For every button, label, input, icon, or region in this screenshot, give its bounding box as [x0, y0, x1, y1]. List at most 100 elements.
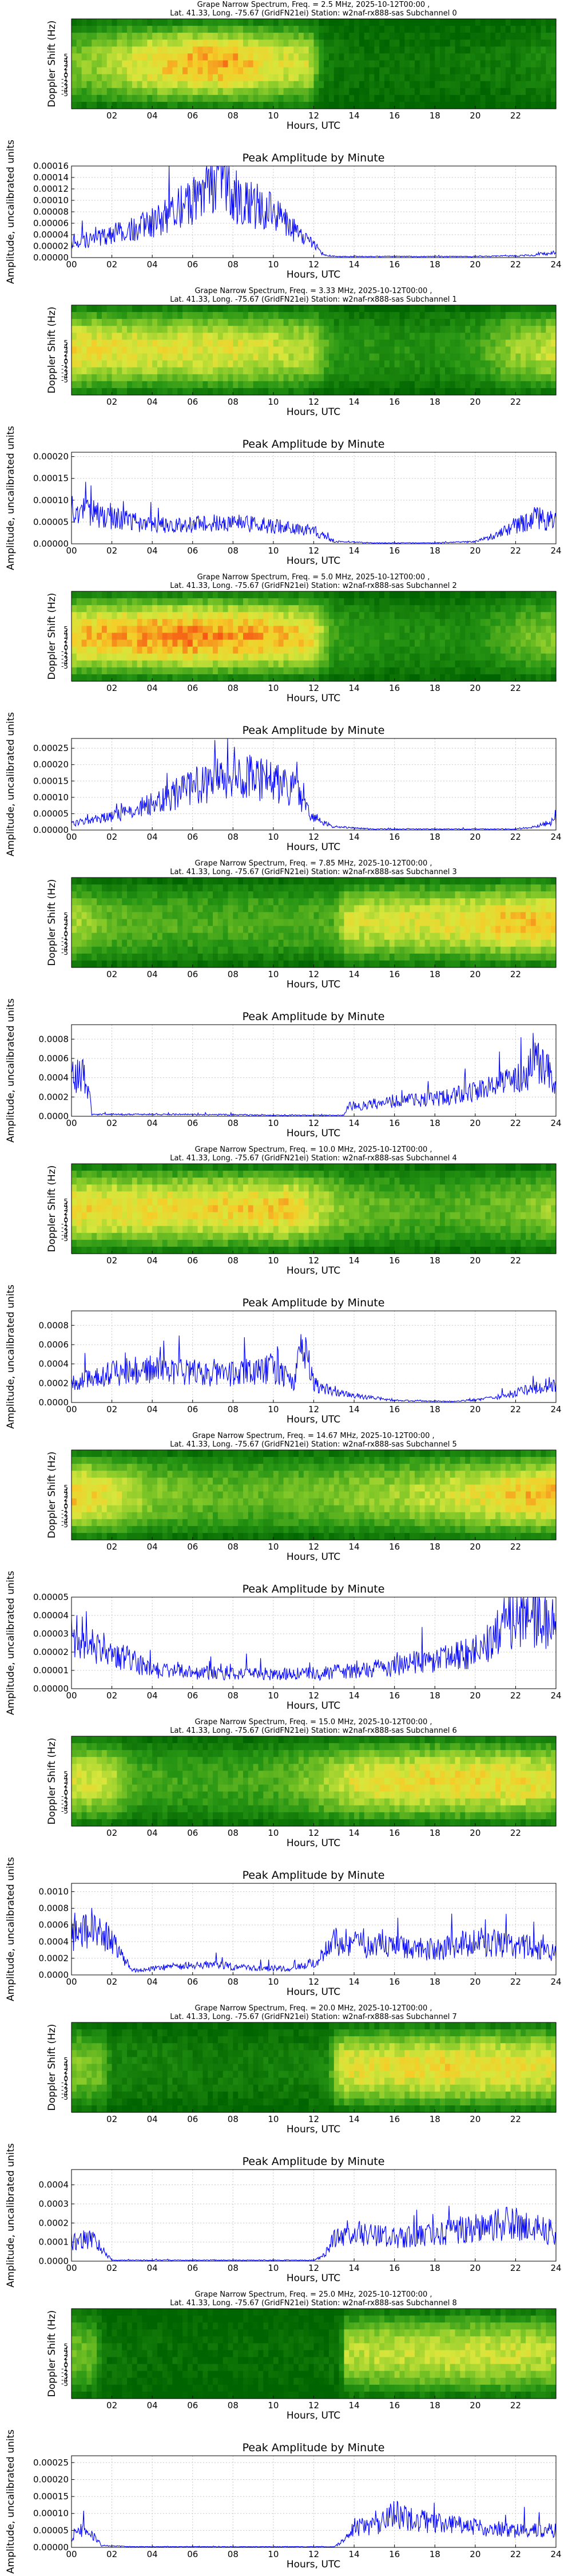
heatmap-cell	[253, 381, 259, 389]
heatmap-cell	[435, 305, 440, 313]
heatmap-cell	[117, 898, 122, 906]
heatmap-cell	[359, 101, 365, 109]
heatmap-cell	[213, 933, 219, 941]
y-tick-label: 0.00000	[33, 252, 69, 263]
heatmap-cell	[399, 919, 405, 927]
heatmap-cell	[238, 26, 244, 33]
heatmap-cell	[530, 639, 537, 647]
heatmap-cell	[243, 919, 249, 927]
heatmap-cell	[394, 101, 400, 109]
y-tick-label: 1	[63, 68, 68, 76]
heatmap-cell	[202, 388, 208, 396]
heatmap-cell	[394, 605, 400, 613]
x-tick-label: 14	[349, 110, 360, 121]
heatmap-cell	[349, 912, 355, 920]
heatmap-cell	[122, 653, 128, 661]
heatmap-cell	[288, 946, 294, 954]
heatmap-cell	[217, 305, 224, 313]
y-tick-label: 0	[63, 644, 68, 652]
heatmap-cell	[485, 646, 491, 654]
heatmap-cell	[142, 339, 148, 347]
heatmap-cell	[424, 81, 431, 89]
heatmap-cell	[106, 333, 113, 340]
heatmap-cell	[460, 674, 466, 682]
heatmap-cell	[157, 33, 163, 40]
heatmap-cell	[101, 319, 108, 326]
heatmap-cell	[359, 953, 365, 961]
heatmap-cell	[490, 353, 496, 361]
heatmap-cell	[97, 33, 102, 40]
heatmap-cell	[324, 926, 329, 934]
heatmap-cell	[460, 667, 466, 675]
heatmap-cell	[404, 374, 410, 382]
heatmap-cell	[147, 53, 153, 61]
heatmap-cell	[424, 67, 431, 75]
heatmap-cell	[228, 353, 233, 361]
heatmap-cell	[152, 319, 158, 326]
heatmap-cell	[324, 905, 329, 912]
heatmap-cell	[465, 633, 471, 641]
heatmap-cell	[435, 374, 440, 382]
heatmap-cell	[419, 26, 426, 33]
heatmap-cell	[258, 74, 264, 82]
heatmap-cell	[313, 33, 319, 40]
heatmap-cell	[132, 101, 138, 109]
heatmap-cell	[288, 360, 294, 368]
heatmap-cell	[258, 26, 264, 33]
heatmap-cell	[460, 653, 466, 661]
heatmap-cell	[444, 660, 451, 668]
heatmap-cell	[152, 305, 158, 313]
heatmap-cell	[313, 374, 319, 382]
heatmap-cell	[319, 591, 324, 599]
heatmap-cell	[303, 374, 309, 382]
heatmap-cell	[470, 305, 476, 313]
heatmap-cell	[384, 388, 390, 396]
heatmap-cell	[475, 101, 481, 109]
heatmap-cell	[495, 60, 501, 68]
heatmap-cell	[213, 633, 219, 641]
x-tick-label: 02	[106, 110, 117, 121]
heatmap-cell	[435, 360, 440, 368]
heatmap-cell	[223, 891, 229, 899]
heatmap-cell	[379, 960, 385, 968]
heatmap-cell	[470, 591, 476, 599]
heatmap-cell	[238, 374, 244, 382]
heatmap-cell	[354, 333, 360, 340]
heatmap-cell	[430, 898, 435, 906]
heatmap-cell	[243, 305, 249, 313]
heatmap-cell	[268, 898, 274, 906]
heatmap-cell	[354, 312, 360, 319]
x-tick-label: 14	[349, 683, 360, 693]
heatmap-cell	[394, 933, 400, 941]
heatmap-cell	[364, 381, 370, 389]
heatmap-cell	[404, 353, 410, 361]
heatmap-cell	[389, 591, 395, 599]
heatmap-cell	[419, 960, 426, 968]
heatmap-cell	[192, 598, 198, 606]
heatmap-cell	[288, 333, 294, 340]
heatmap-cell	[515, 19, 521, 26]
heatmap-cell	[197, 381, 203, 389]
y-tick-label: -1	[61, 361, 68, 369]
heatmap-cell	[112, 926, 117, 934]
heatmap-cell	[424, 26, 431, 33]
heatmap-cell	[263, 905, 269, 912]
heatmap-cell	[273, 591, 279, 599]
heatmap-cell	[359, 46, 365, 54]
heatmap-cell	[521, 639, 526, 647]
heatmap-cell	[374, 388, 380, 396]
heatmap-cell	[515, 305, 521, 313]
heatmap-cell	[253, 19, 259, 26]
heatmap-cell	[299, 94, 304, 102]
heatmap-cell	[339, 633, 345, 641]
heatmap-cell	[278, 39, 284, 47]
x-tick-label: 06	[187, 683, 198, 693]
heatmap-cell	[389, 933, 395, 941]
heatmap-cell	[122, 953, 128, 961]
heatmap-cell	[354, 933, 360, 941]
heatmap-cell	[354, 326, 360, 333]
heatmap-cell	[430, 639, 435, 647]
spectrogram-cells	[72, 305, 557, 396]
heatmap-cell	[354, 381, 360, 389]
heatmap-cell	[127, 381, 133, 389]
